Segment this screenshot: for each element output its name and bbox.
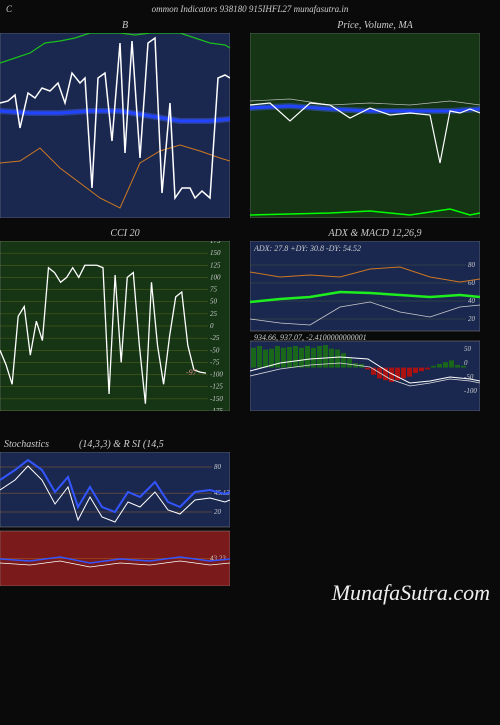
header-left-label: C: [6, 4, 12, 14]
chart-cci: 175 150 125 100 75 50 25 0 -25 -50 -75 -100 -125 -150…: [0, 241, 230, 411]
panel-stoch-col: Stochastics (14,3,3) & R SI (14,5 8045.1…: [0, 435, 250, 586]
svg-text:-75: -75: [210, 358, 220, 366]
svg-text:-50: -50: [210, 346, 220, 354]
svg-text:-175: -175: [210, 407, 223, 411]
svg-text:-25: -25: [210, 334, 220, 342]
svg-text:80: 80: [468, 261, 476, 269]
svg-text:100: 100: [210, 273, 221, 281]
stoch-title-right: (14,3,3) & R SI (14,5: [49, 439, 246, 450]
panel-bb-col: B: [0, 16, 250, 218]
svg-text:-125: -125: [210, 383, 223, 391]
svg-text:0: 0: [464, 359, 468, 367]
svg-text:0: 0: [210, 322, 214, 330]
svg-text:125: 125: [210, 261, 221, 269]
chart-price: [250, 33, 480, 218]
svg-text:150: 150: [210, 249, 221, 257]
svg-text:-100: -100: [464, 387, 477, 395]
row-1: B Price, Volume, MA: [0, 16, 500, 218]
svg-text:175: 175: [210, 241, 221, 245]
svg-text:20: 20: [214, 508, 222, 516]
svg-text:40: 40: [468, 297, 476, 305]
chart-bb: [0, 33, 230, 218]
svg-text:80: 80: [214, 463, 222, 471]
svg-text:50: 50: [464, 345, 472, 353]
watermark-text: MunafaSutra.com: [332, 580, 490, 606]
page-header: C ommon Indicators 938180 915IHFL27 muna…: [0, 0, 500, 16]
row-2: CCI 20 175 150 125 100 75 50 25 0 -25 -50 -75 -100 -…: [0, 224, 500, 411]
panel-bb-title: B: [0, 20, 250, 31]
svg-text:25: 25: [210, 310, 218, 318]
svg-text:20: 20: [468, 315, 476, 323]
svg-text:50: 50: [210, 298, 218, 306]
row-3: Stochastics (14,3,3) & R SI (14,5 8045.1…: [0, 435, 500, 586]
svg-text:ADX: 27.8 +DY: 30.8 -DY: 54: ADX: 27.8 +DY: 30.8 -DY: 54.52: [253, 244, 361, 253]
chart-stoch: 8045.132043.23: [0, 452, 230, 586]
panel-cci-title: CCI 20: [0, 228, 250, 239]
panel-adx-title: ADX & MACD 12,26,9: [250, 228, 500, 239]
svg-text:934.66, 937.07, -2.410000000: 934.66, 937.07, -2.4100000000001: [254, 333, 367, 342]
panel-adx-col: ADX & MACD 12,26,9 ADX: 27.8 +DY: 30.8 -…: [250, 224, 500, 411]
panel-stoch-title-row: Stochastics (14,3,3) & R SI (14,5: [0, 439, 250, 450]
chart-adx: ADX: 27.8 +DY: 30.8 -DY: 54.528060402093…: [250, 241, 480, 411]
svg-text:-150: -150: [210, 395, 223, 403]
watermark-col: [250, 435, 500, 586]
panel-cci-col: CCI 20 175 150 125 100 75 50 25 0 -25 -50 -75 -100 -…: [0, 224, 250, 411]
header-center-label: ommon Indicators 938180 915IHFL27 munafa…: [152, 4, 349, 14]
panel-price-title: Price, Volume, MA: [250, 20, 500, 31]
svg-text:-100: -100: [210, 371, 223, 379]
svg-text:75: 75: [210, 286, 218, 294]
stoch-title-left: Stochastics: [4, 439, 49, 450]
panel-price-col: Price, Volume, MA: [250, 16, 500, 218]
svg-text:-97: -97: [186, 368, 198, 377]
